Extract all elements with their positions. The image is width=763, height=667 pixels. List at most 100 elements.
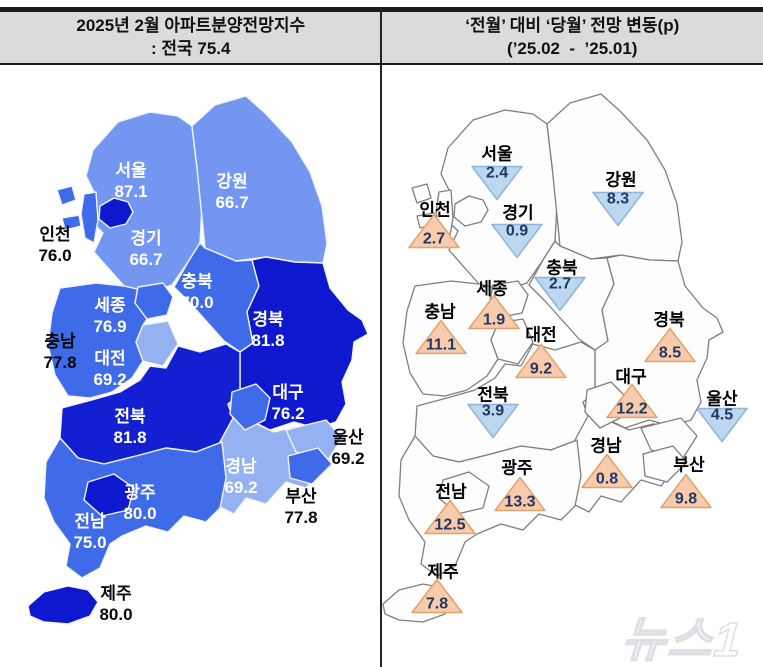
region-shape-gwangju bbox=[83, 473, 135, 517]
right-map-title: ‘전월’ 대비 ‘당월’ 전망 변동(p) bbox=[465, 16, 680, 36]
region-change-value: 12.5 bbox=[434, 516, 466, 534]
region-name: 울산 bbox=[332, 428, 364, 447]
index-label-gangwon: 강원 66.7 bbox=[215, 171, 248, 213]
change-marker-up-busan: 9.8 bbox=[659, 473, 713, 510]
region-outline-jeonnam bbox=[398, 435, 582, 577]
index-label-ulsan: 울산 69.2 bbox=[331, 427, 364, 469]
region-name: 부산 bbox=[285, 487, 317, 506]
down-triangle-icon bbox=[467, 403, 519, 439]
change-marker-down-seoul: 2.4 bbox=[470, 165, 524, 202]
up-triangle-icon bbox=[644, 327, 696, 363]
region-index-value: 81.8 bbox=[113, 428, 147, 447]
index-label-gyeongbuk: 경북 81.8 bbox=[251, 309, 284, 351]
region-shape-incheon bbox=[80, 191, 99, 244]
down-triangle-icon bbox=[534, 276, 586, 312]
index-label-jeonnam: 전남 75.0 bbox=[73, 511, 106, 553]
region-change-value: 2.7 bbox=[422, 230, 446, 248]
region-index-value: 81.8 bbox=[251, 331, 285, 350]
region-change-value: 0.8 bbox=[595, 470, 619, 488]
region-name: 경기 bbox=[130, 229, 162, 248]
region-index-value: 76.9 bbox=[93, 317, 127, 336]
panel-divider bbox=[380, 7, 382, 667]
region-change-value: 8.5 bbox=[658, 344, 682, 362]
change-marker-up-sejong: 1.9 bbox=[467, 294, 521, 331]
region-shape-busan bbox=[287, 447, 333, 485]
region-index-value: 69.2 bbox=[93, 370, 127, 389]
region-index-value: 80.0 bbox=[123, 504, 157, 523]
region-index-value: 77.8 bbox=[284, 508, 318, 527]
header-right-title-cell: ‘전월’ 대비 ‘당월’ 전망 변동(p) (’25.02 - ’25.01) bbox=[382, 12, 763, 63]
index-label-incheon: 인천 76.0 bbox=[38, 224, 71, 266]
region-outline-ulsan bbox=[640, 417, 698, 459]
up-triangle-icon bbox=[606, 383, 658, 419]
region-name: 전남 bbox=[74, 512, 106, 531]
up-triangle-icon bbox=[581, 453, 633, 489]
region-change-value: 11.1 bbox=[425, 336, 457, 354]
region-name: 전북 bbox=[114, 407, 146, 426]
change-marker-down-gyeonggi: 0.9 bbox=[490, 223, 544, 260]
region-name: 제주 bbox=[100, 584, 132, 603]
region-shape-gyeongbuk bbox=[239, 256, 369, 431]
change-marker-up-gwangju: 13.3 bbox=[493, 476, 547, 513]
change-region-name-daegu: 대구 bbox=[615, 367, 647, 387]
down-triangle-icon bbox=[592, 191, 644, 227]
right-map-subtitle: (’25.02 - ’25.01) bbox=[507, 38, 638, 58]
region-shape-jeju bbox=[27, 585, 99, 625]
change-region-name-daejeon: 대전 bbox=[525, 325, 557, 345]
change-marker-up-jeonnam: 12.5 bbox=[423, 499, 477, 536]
index-label-jeonbuk: 전북 81.8 bbox=[113, 406, 146, 448]
region-name: 대전 bbox=[94, 349, 126, 368]
up-triangle-icon bbox=[424, 499, 476, 535]
left-map-title: 2025년 2월 아파트분양전망지수 bbox=[76, 16, 306, 36]
index-label-jeju: 제주 80.0 bbox=[99, 583, 132, 625]
change-region-name-gyeongbuk: 경북 bbox=[653, 310, 685, 330]
change-marker-down-chungbuk: 2.7 bbox=[533, 276, 587, 313]
region-change-value: 7.8 bbox=[425, 595, 449, 613]
change-region-name-gyeongnam: 경남 bbox=[590, 436, 622, 456]
index-label-daegu: 대구 76.2 bbox=[271, 382, 304, 424]
news1-watermark: 뉴스1 bbox=[619, 613, 745, 667]
change-region-name-ulsan: 울산 bbox=[706, 389, 738, 409]
region-change-value: 2.7 bbox=[548, 275, 572, 293]
change-region-name-seoul: 서울 bbox=[481, 144, 513, 164]
region-shape-jeonnam bbox=[43, 437, 227, 579]
change-region-name-chungnam: 충남 bbox=[424, 302, 456, 322]
up-triangle-icon bbox=[515, 343, 567, 379]
region-change-value: 13.3 bbox=[504, 493, 536, 511]
region-shape-daegu bbox=[229, 383, 271, 431]
change-marker-down-ulsan: 4.5 bbox=[695, 407, 749, 444]
change-marker-down-jeonbuk: 3.9 bbox=[466, 403, 520, 440]
region-shape-incheon bbox=[56, 185, 77, 206]
change-region-name-sejong: 세종 bbox=[476, 279, 508, 299]
region-change-value: 12.2 bbox=[616, 400, 648, 418]
region-shape-seoul bbox=[98, 197, 134, 229]
region-index-value: 66.7 bbox=[129, 250, 163, 269]
region-change-value: 0.9 bbox=[505, 222, 529, 240]
region-index-value: 80.0 bbox=[99, 605, 133, 624]
region-index-value: 69.2 bbox=[224, 478, 258, 497]
region-index-value: 76.2 bbox=[271, 404, 305, 423]
change-region-name-chungbuk: 충북 bbox=[546, 258, 578, 278]
region-change-value: 4.5 bbox=[710, 406, 734, 424]
region-index-value: 66.7 bbox=[215, 193, 249, 212]
change-region-name-gyeonggi: 경기 bbox=[502, 203, 534, 223]
region-name: 경남 bbox=[225, 457, 257, 476]
region-name: 인천 bbox=[39, 225, 71, 244]
change-region-name-jeju: 제주 bbox=[427, 562, 459, 582]
region-shape-ulsan bbox=[285, 419, 343, 461]
change-region-name-jeonnam: 전남 bbox=[435, 482, 467, 502]
index-label-seoul: 서울 87.1 bbox=[114, 160, 147, 202]
region-index-value: 77.8 bbox=[43, 353, 77, 372]
up-triangle-icon bbox=[415, 319, 467, 355]
region-change-value: 3.9 bbox=[481, 402, 505, 420]
change-region-name-gangwon: 강원 bbox=[605, 170, 637, 190]
region-name: 경북 bbox=[252, 310, 284, 329]
region-change-value: 8.3 bbox=[606, 190, 630, 208]
up-triangle-icon bbox=[494, 476, 546, 512]
region-outline-incheon bbox=[411, 183, 432, 204]
region-name: 광주 bbox=[124, 483, 156, 502]
region-index-value: 87.1 bbox=[114, 182, 148, 201]
change-region-name-busan: 부산 bbox=[673, 455, 705, 475]
